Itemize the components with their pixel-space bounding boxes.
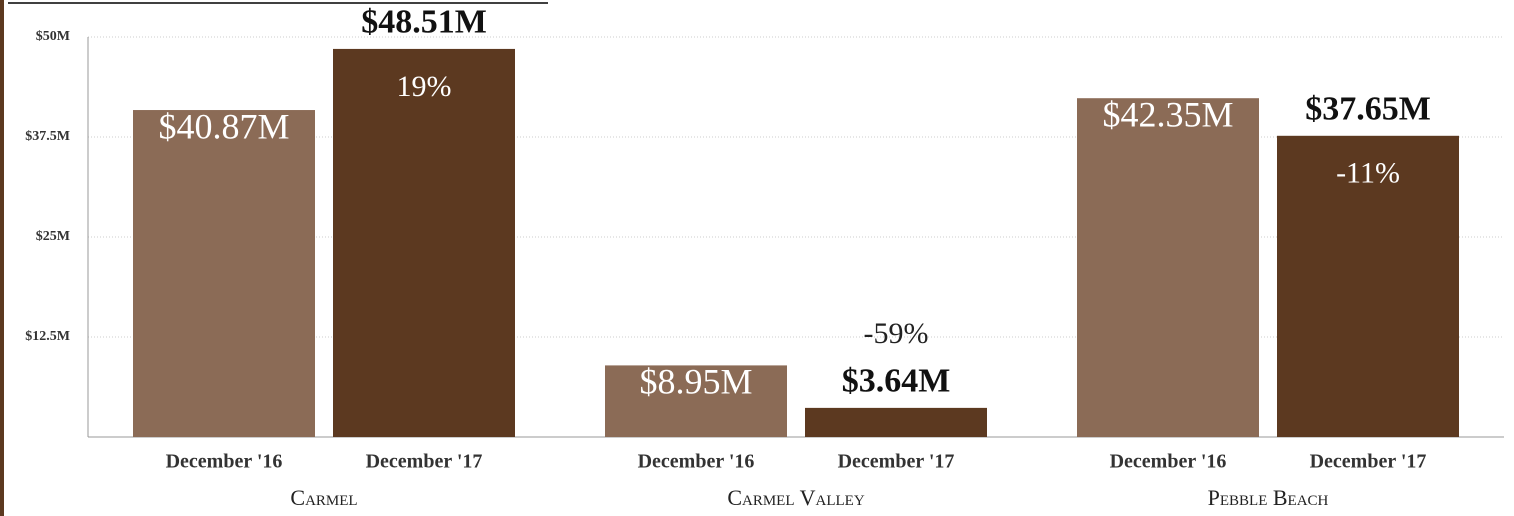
- bar: [333, 48, 515, 438]
- side-stripe: [0, 0, 4, 516]
- value-label: $48.51M: [361, 4, 487, 41]
- bar: [1277, 135, 1459, 438]
- bar: [605, 365, 787, 437]
- category-label: Carmel: [290, 485, 357, 510]
- series-label: December '16: [1110, 451, 1227, 473]
- value-label: $42.35M: [1102, 94, 1233, 134]
- y-tick-label: $25M: [36, 229, 70, 244]
- bar: [805, 407, 987, 437]
- value-label: $40.87M: [158, 106, 289, 146]
- value-label: $8.95M: [639, 362, 752, 402]
- bar: [133, 110, 315, 437]
- series-label: December '17: [838, 451, 955, 473]
- bar: [1077, 98, 1259, 437]
- value-label: $3.64M: [842, 363, 951, 400]
- change-label: 19%: [397, 70, 452, 103]
- category-label: Pebble Beach: [1208, 485, 1329, 510]
- series-label: December '16: [638, 451, 755, 473]
- series-label: December '17: [366, 451, 483, 473]
- series-label: December '16: [166, 451, 283, 473]
- series-label: December '17: [1310, 451, 1427, 473]
- value-label: $37.65M: [1305, 91, 1431, 128]
- y-tick-label: $50M: [36, 29, 70, 44]
- category-label: Carmel Valley: [727, 485, 864, 510]
- change-label: -11%: [1336, 157, 1400, 190]
- change-label: -59%: [864, 317, 929, 350]
- y-tick-label: $37.5M: [25, 129, 70, 144]
- y-tick-label: $12.5M: [25, 329, 70, 344]
